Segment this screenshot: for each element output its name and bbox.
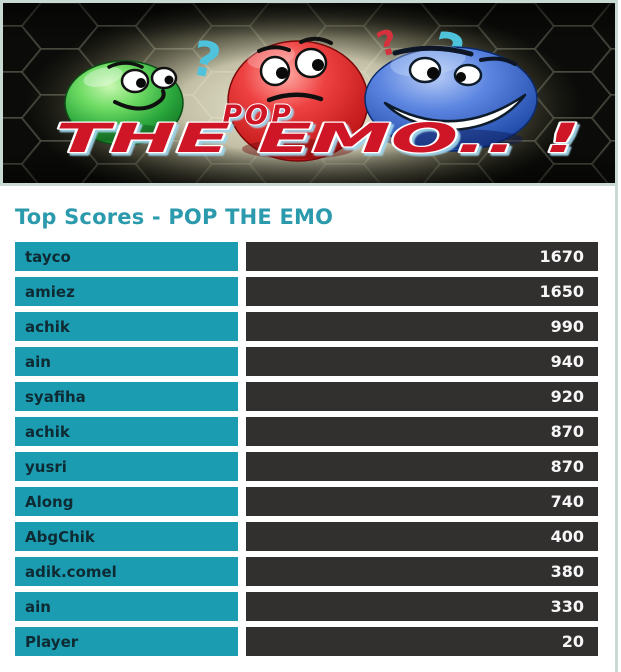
player-name-cell: ain <box>15 347 238 376</box>
page-right-border <box>615 186 618 672</box>
player-score-cell: 330 <box>246 592 598 621</box>
player-score-cell: 20 <box>246 627 598 656</box>
player-name-cell: yusri <box>15 452 238 481</box>
score-row: tayco 1670 <box>15 242 598 271</box>
score-row: ain 330 <box>15 592 598 621</box>
score-row: syafiha 920 <box>15 382 598 411</box>
player-score-cell: 1670 <box>246 242 598 271</box>
green-emo-ball <box>64 60 184 146</box>
score-row: achik 990 <box>15 312 598 341</box>
score-row: Player 20 <box>15 627 598 656</box>
score-row: ain 940 <box>15 347 598 376</box>
player-score-cell: 940 <box>246 347 598 376</box>
player-name-cell: AbgChik <box>15 522 238 551</box>
banner-title-pop: POP <box>222 100 294 131</box>
score-row: amiez 1650 <box>15 277 598 306</box>
player-name-cell: Along <box>15 487 238 516</box>
page-title: Top Scores - POP THE EMO <box>15 205 334 229</box>
banner-art: ? ? ? <box>3 3 615 183</box>
player-score-cell: 870 <box>246 417 598 446</box>
player-score-cell: 1650 <box>246 277 598 306</box>
game-banner: ? ? ? <box>0 0 618 186</box>
player-score-cell: 990 <box>246 312 598 341</box>
score-table: tayco 1670 amiez 1650 achik 990 ain 940 syafiha 9… <box>15 242 598 656</box>
player-name-cell: achik <box>15 417 238 446</box>
blue-emo-ball <box>364 45 538 152</box>
scores-section: Top Scores - POP THE EMO tayco 1670 amiez 1… <box>15 186 598 662</box>
player-name-cell: amiez <box>15 277 238 306</box>
score-row: Along 740 <box>15 487 598 516</box>
score-row: adik.comel 380 <box>15 557 598 586</box>
player-score-cell: 870 <box>246 452 598 481</box>
player-score-cell: 380 <box>246 557 598 586</box>
player-score-cell: 920 <box>246 382 598 411</box>
score-row: yusri 870 <box>15 452 598 481</box>
player-name-cell: syafiha <box>15 382 238 411</box>
banner-title-line2: THE EMO.. ! <box>56 116 581 162</box>
score-row: achik 870 <box>15 417 598 446</box>
player-name-cell: Player <box>15 627 238 656</box>
player-name-cell: adik.comel <box>15 557 238 586</box>
player-name-cell: tayco <box>15 242 238 271</box>
red-emo-ball <box>227 36 369 162</box>
player-name-cell: achik <box>15 312 238 341</box>
player-score-cell: 740 <box>246 487 598 516</box>
player-score-cell: 400 <box>246 522 598 551</box>
player-name-cell: ain <box>15 592 238 621</box>
score-row: AbgChik 400 <box>15 522 598 551</box>
